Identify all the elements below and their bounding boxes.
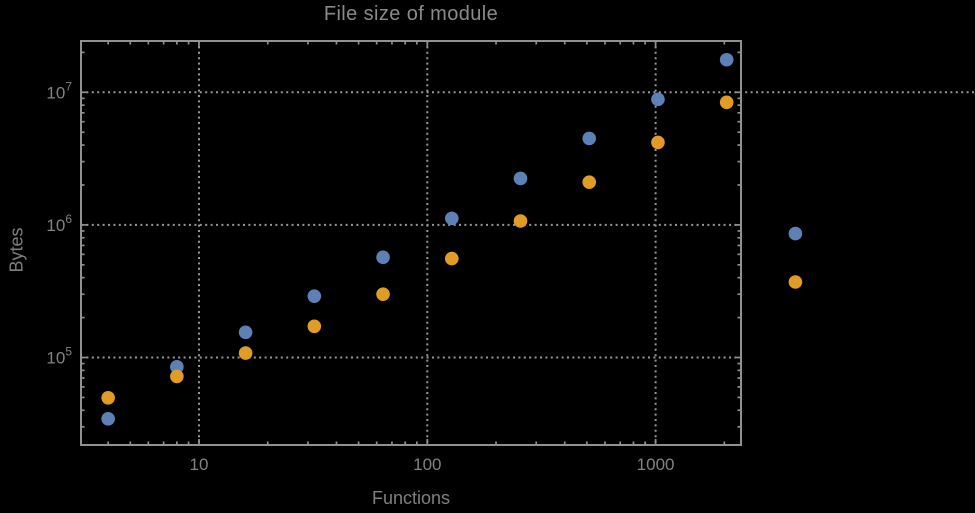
data-point-orange-512 [582, 175, 597, 189]
x-tick-label-10: 10 [190, 455, 209, 474]
data-point-blue-32 [307, 289, 322, 303]
data-point-orange-8 [170, 369, 184, 384]
data-point-orange-16 [238, 346, 253, 360]
y-tick-label-1e5: 105 [46, 345, 72, 368]
y-tick-label-1e6: 106 [46, 212, 72, 235]
data-point-orange-4 [101, 390, 115, 405]
data-point-orange-32 [307, 319, 322, 334]
y-tick-label-1e7: 107 [46, 79, 72, 102]
data-point-blue-4 [101, 411, 115, 426]
data-point-blue-2048 [719, 52, 734, 67]
y-axis-label: Bytes [6, 227, 27, 273]
data-point-blue-64 [376, 250, 390, 265]
x-tick-label-1000: 1000 [637, 455, 675, 474]
data-point-orange-128 [444, 251, 459, 266]
plot-frame [80, 40, 742, 446]
data-point-orange-64 [376, 287, 390, 302]
data-point-blue-1024 [651, 92, 665, 107]
data-point-blue-4096 [788, 226, 803, 241]
data-point-orange-1024 [651, 135, 665, 150]
x-axis-label: Functions [371, 488, 451, 508]
data-point-blue-16 [238, 325, 253, 340]
data-point-orange-4096 [788, 275, 803, 289]
data-point-orange-256 [513, 214, 528, 228]
data-point-blue-128 [444, 211, 459, 226]
data-point-blue-512 [582, 131, 597, 146]
x-tick-label-100: 100 [413, 455, 441, 474]
chart-title: File size of module [323, 3, 499, 25]
data-point-blue-256 [513, 171, 528, 186]
data-point-blue-8 [170, 360, 184, 374]
data-point-orange-2048 [719, 95, 734, 110]
